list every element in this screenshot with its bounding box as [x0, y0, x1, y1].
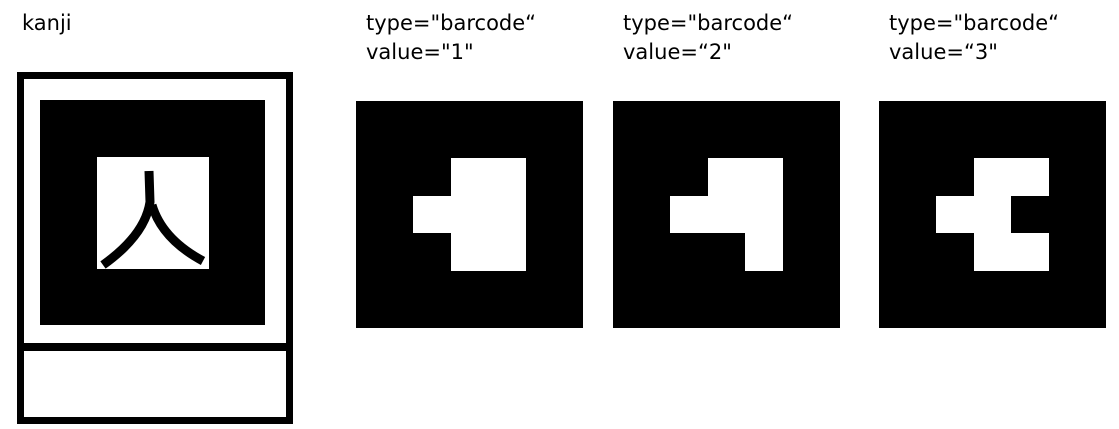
barcode-1-type: type="barcode“ [366, 11, 537, 35]
barcode-2-value: value=“2" [623, 40, 732, 64]
kanji-glyph [100, 170, 206, 269]
barcode-3-value: value=“3" [889, 40, 998, 64]
barcode-2-cell-top [708, 158, 783, 196]
kanji-label: kanji [22, 11, 72, 35]
barcode-3-type: type="barcode“ [889, 11, 1060, 35]
barcode-1-value: value="1" [366, 40, 474, 64]
barcode-3-caption: type="barcode“ value=“3" [889, 9, 1059, 67]
barcode-3-cell-middle [936, 196, 1011, 233]
barcode-1-caption: type="barcode“ value="1" [366, 9, 536, 67]
kanji-marker-divider [17, 343, 293, 351]
barcode-3-cell-top [974, 158, 1049, 196]
barcode-1-cell-upper [451, 158, 526, 271]
barcode-2-cell-middle [670, 196, 783, 233]
barcode-2-caption: type="barcode“ value=“2" [623, 9, 793, 67]
barcode-1-cell-left [413, 196, 451, 233]
barcode-3-cell-bottom [974, 233, 1049, 271]
barcode-2-cell-bottom [745, 233, 783, 271]
barcode-2-type: type="barcode“ [623, 11, 794, 35]
